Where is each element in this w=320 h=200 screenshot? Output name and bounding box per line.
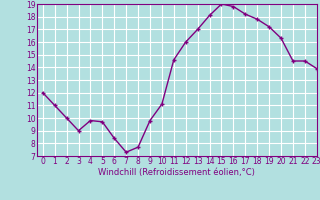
X-axis label: Windchill (Refroidissement éolien,°C): Windchill (Refroidissement éolien,°C) — [98, 168, 255, 177]
